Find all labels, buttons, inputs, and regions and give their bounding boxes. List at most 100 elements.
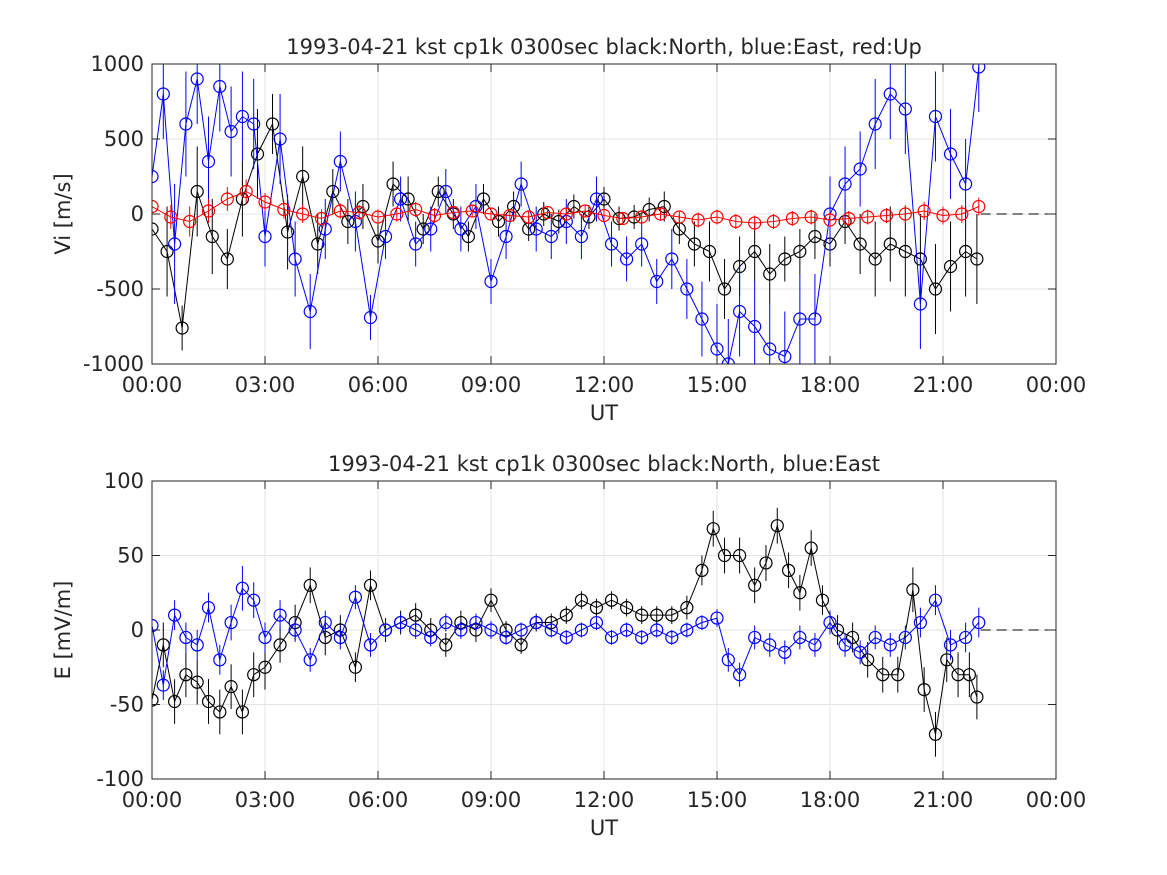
data-point bbox=[680, 623, 694, 637]
y-tick-label: -500 bbox=[96, 277, 144, 301]
data-point bbox=[917, 204, 931, 218]
data-point bbox=[635, 210, 649, 224]
data-point bbox=[409, 237, 423, 251]
data-point bbox=[650, 608, 664, 622]
data-point bbox=[220, 192, 234, 206]
data-point bbox=[363, 638, 378, 652]
data-point bbox=[823, 213, 837, 227]
data-point bbox=[702, 244, 717, 259]
data-point bbox=[348, 214, 362, 229]
data-point bbox=[616, 211, 630, 226]
data-point bbox=[235, 705, 249, 719]
data-point bbox=[416, 222, 430, 236]
data-point bbox=[529, 222, 543, 236]
series-line bbox=[152, 523, 978, 735]
data-point bbox=[574, 593, 589, 607]
data-point bbox=[891, 668, 905, 682]
data-point bbox=[748, 578, 762, 592]
data-point bbox=[970, 690, 984, 704]
data-point bbox=[830, 623, 845, 637]
data-point bbox=[303, 304, 317, 319]
data-point bbox=[804, 210, 818, 224]
data-point bbox=[258, 195, 272, 209]
data-point bbox=[879, 208, 894, 223]
data-point bbox=[853, 162, 867, 176]
data-point bbox=[721, 357, 735, 364]
data-point bbox=[793, 586, 807, 600]
data-point bbox=[559, 207, 573, 221]
data-point bbox=[883, 237, 897, 251]
data-point bbox=[695, 615, 709, 630]
data-point bbox=[928, 727, 943, 741]
data-point bbox=[514, 623, 528, 637]
data-point bbox=[378, 229, 393, 244]
data-point bbox=[710, 210, 724, 224]
data-layer bbox=[152, 64, 986, 364]
data-point bbox=[424, 630, 438, 645]
data-point bbox=[213, 705, 227, 719]
data-point bbox=[552, 214, 566, 229]
data-point bbox=[258, 229, 272, 244]
data-point bbox=[763, 267, 777, 281]
data-point bbox=[665, 252, 679, 266]
data-point bbox=[514, 177, 528, 191]
data-point bbox=[363, 310, 378, 325]
x-tick-label: 03:00 bbox=[235, 788, 296, 812]
data-point bbox=[205, 229, 219, 244]
x-tick-label: 00:00 bbox=[1026, 373, 1087, 397]
data-point bbox=[303, 653, 317, 667]
data-point bbox=[348, 660, 362, 674]
data-point bbox=[845, 630, 860, 645]
data-point bbox=[484, 207, 498, 221]
x-tick-label: 09:00 bbox=[461, 373, 522, 397]
data-point bbox=[589, 192, 604, 206]
data-point bbox=[808, 229, 822, 244]
data-point bbox=[224, 680, 238, 694]
data-point bbox=[717, 548, 732, 563]
x-tick-label: 18:00 bbox=[800, 373, 861, 397]
x-tick-label: 06:00 bbox=[348, 788, 409, 812]
x-tick-label: 09:00 bbox=[461, 788, 522, 812]
data-point bbox=[190, 184, 204, 199]
data-point bbox=[928, 282, 943, 296]
data-point bbox=[597, 208, 611, 223]
data-point bbox=[258, 660, 272, 674]
x-tick-label: 21:00 bbox=[913, 788, 974, 812]
x-axis-label: UT bbox=[590, 816, 618, 840]
data-point bbox=[303, 578, 317, 592]
data-point bbox=[876, 668, 890, 682]
data-point bbox=[469, 199, 483, 214]
data-point bbox=[635, 608, 649, 622]
data-point bbox=[341, 214, 355, 229]
series-north bbox=[152, 507, 984, 757]
data-point bbox=[484, 274, 498, 289]
data-point bbox=[680, 601, 694, 615]
data-point bbox=[529, 615, 543, 630]
data-point bbox=[311, 237, 325, 251]
data-point bbox=[883, 87, 897, 101]
series-up bbox=[152, 179, 986, 237]
data-point bbox=[861, 653, 875, 667]
data-point bbox=[770, 519, 784, 533]
y-axis-label: Vi [m/s] bbox=[51, 173, 75, 254]
data-point bbox=[152, 618, 159, 633]
data-point bbox=[296, 207, 310, 221]
data-point bbox=[763, 342, 777, 356]
data-point bbox=[544, 229, 558, 244]
data-point bbox=[499, 630, 513, 645]
data-point bbox=[386, 177, 400, 191]
data-point bbox=[273, 638, 287, 652]
data-point bbox=[371, 210, 385, 224]
data-point bbox=[729, 214, 743, 229]
data-point bbox=[201, 601, 216, 615]
data-point bbox=[589, 615, 604, 630]
data-point bbox=[653, 207, 668, 221]
data-point bbox=[296, 169, 310, 184]
data-point bbox=[491, 214, 506, 229]
data-point bbox=[390, 207, 404, 221]
data-point bbox=[657, 199, 671, 214]
data-point bbox=[454, 222, 468, 236]
data-point bbox=[499, 229, 513, 244]
data-point bbox=[168, 694, 182, 709]
